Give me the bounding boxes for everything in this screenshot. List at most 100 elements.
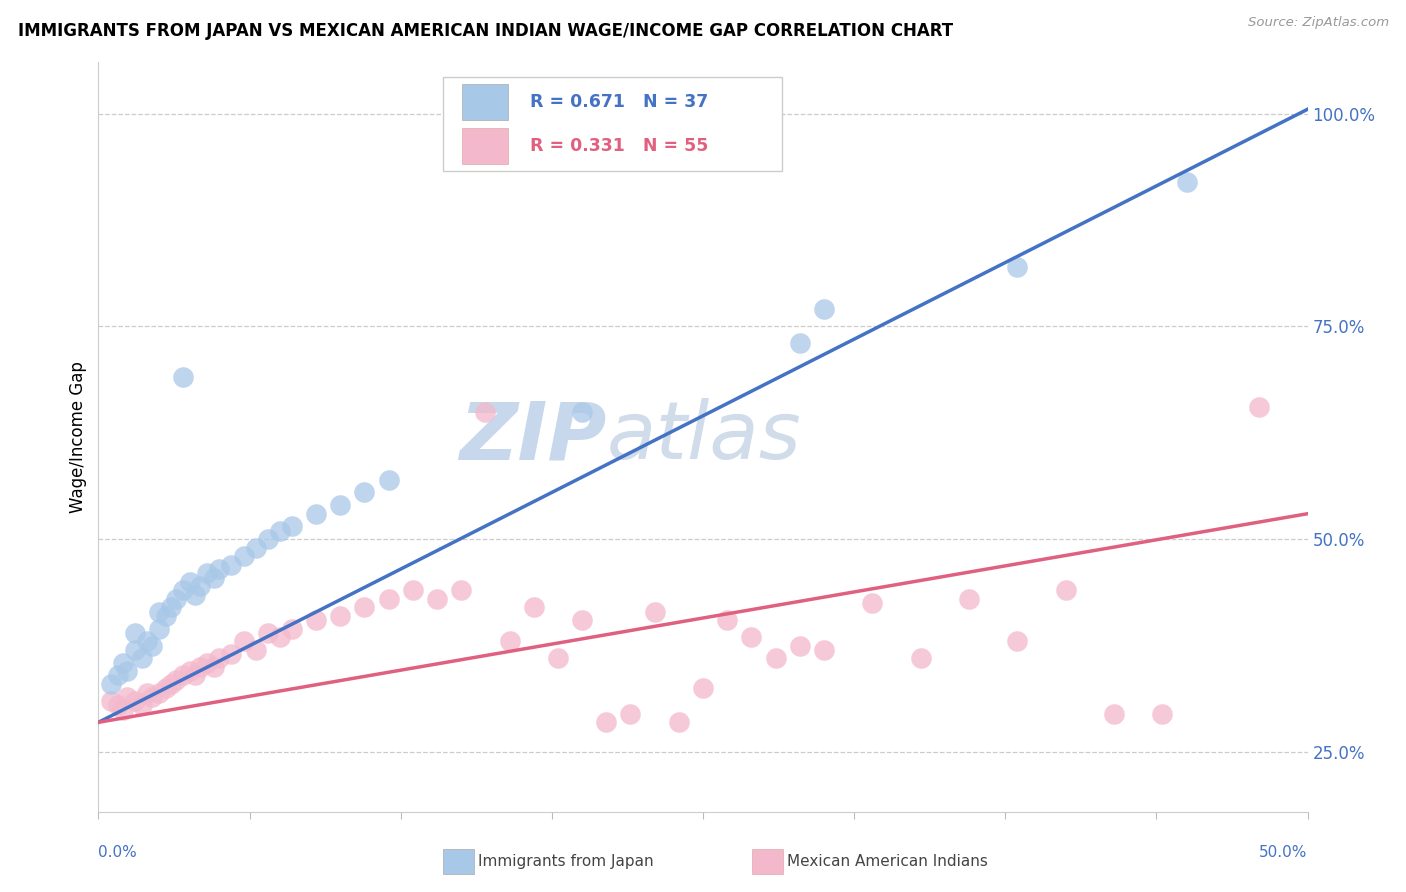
Point xyxy=(148,685,170,699)
Point xyxy=(117,690,139,704)
Text: Immigrants from Japan: Immigrants from Japan xyxy=(478,855,654,869)
Point xyxy=(232,549,254,564)
Point xyxy=(124,626,146,640)
Point xyxy=(111,656,134,670)
Point xyxy=(377,473,399,487)
Point xyxy=(221,647,243,661)
Point xyxy=(498,634,520,648)
FancyBboxPatch shape xyxy=(463,128,509,163)
Y-axis label: Wage/Income Gap: Wage/Income Gap xyxy=(69,361,87,513)
Point xyxy=(329,608,352,623)
Point xyxy=(204,660,226,674)
Point xyxy=(957,591,980,606)
Point xyxy=(172,668,194,682)
Point xyxy=(269,524,291,538)
Point xyxy=(148,622,170,636)
Point xyxy=(668,715,690,730)
Point xyxy=(474,404,496,418)
Point xyxy=(165,673,187,687)
Point xyxy=(245,643,267,657)
Text: atlas: atlas xyxy=(606,398,801,476)
Point xyxy=(269,630,291,644)
Point xyxy=(813,643,835,657)
Text: IMMIGRANTS FROM JAPAN VS MEXICAN AMERICAN INDIAN WAGE/INCOME GAP CORRELATION CHA: IMMIGRANTS FROM JAPAN VS MEXICAN AMERICA… xyxy=(18,22,953,40)
Text: ZIP: ZIP xyxy=(458,398,606,476)
Point xyxy=(124,694,146,708)
Point xyxy=(740,630,762,644)
Point xyxy=(131,698,153,713)
Point xyxy=(692,681,714,696)
Point xyxy=(1054,583,1077,598)
Point xyxy=(184,588,207,602)
Point xyxy=(1175,175,1198,189)
Text: Source: ZipAtlas.com: Source: ZipAtlas.com xyxy=(1249,16,1389,29)
Point xyxy=(141,690,163,704)
Point xyxy=(377,591,399,606)
Point xyxy=(765,651,787,665)
Point xyxy=(221,558,243,572)
Point xyxy=(188,660,211,674)
Point xyxy=(155,608,177,623)
Point xyxy=(148,605,170,619)
Point xyxy=(813,302,835,317)
Point xyxy=(100,694,122,708)
Point xyxy=(107,698,129,713)
Point xyxy=(195,566,218,581)
Point xyxy=(450,583,472,598)
Point xyxy=(135,685,157,699)
Text: R = 0.671   N = 37: R = 0.671 N = 37 xyxy=(530,93,709,111)
Point xyxy=(910,651,932,665)
FancyBboxPatch shape xyxy=(443,78,782,171)
Text: 50.0%: 50.0% xyxy=(1260,846,1308,861)
Text: 0.0%: 0.0% xyxy=(98,846,138,861)
Point xyxy=(100,677,122,691)
Point xyxy=(155,681,177,696)
Point xyxy=(124,643,146,657)
Point xyxy=(789,639,811,653)
Point xyxy=(172,583,194,598)
Point xyxy=(353,485,375,500)
Point xyxy=(256,533,278,547)
Point xyxy=(402,583,425,598)
Point xyxy=(1249,401,1271,415)
Point xyxy=(619,706,641,721)
Point xyxy=(547,651,569,665)
Point xyxy=(184,668,207,682)
Point xyxy=(179,574,201,589)
Point xyxy=(305,507,328,521)
Point xyxy=(571,613,593,627)
Point xyxy=(305,613,328,627)
Point xyxy=(188,579,211,593)
FancyBboxPatch shape xyxy=(463,84,509,120)
Point xyxy=(281,622,304,636)
Point xyxy=(208,562,231,576)
Point xyxy=(172,370,194,384)
Point xyxy=(141,639,163,653)
Point xyxy=(789,336,811,351)
Point xyxy=(1102,706,1125,721)
Point xyxy=(204,571,226,585)
Point xyxy=(195,656,218,670)
Point xyxy=(1007,634,1029,648)
Point xyxy=(117,664,139,679)
Point xyxy=(107,668,129,682)
Point xyxy=(1152,706,1174,721)
Point xyxy=(644,605,666,619)
Point xyxy=(595,715,617,730)
Point xyxy=(160,600,183,615)
Point xyxy=(716,613,738,627)
Point xyxy=(426,591,449,606)
Point xyxy=(179,664,201,679)
Point xyxy=(160,677,183,691)
Point xyxy=(281,519,304,533)
Point xyxy=(232,634,254,648)
Text: R = 0.331   N = 55: R = 0.331 N = 55 xyxy=(530,136,709,154)
Point xyxy=(111,702,134,716)
Point xyxy=(329,498,352,512)
Point xyxy=(245,541,267,555)
Point xyxy=(353,600,375,615)
Point xyxy=(523,600,546,615)
Point xyxy=(256,626,278,640)
Text: Mexican American Indians: Mexican American Indians xyxy=(787,855,988,869)
Point xyxy=(860,596,883,610)
